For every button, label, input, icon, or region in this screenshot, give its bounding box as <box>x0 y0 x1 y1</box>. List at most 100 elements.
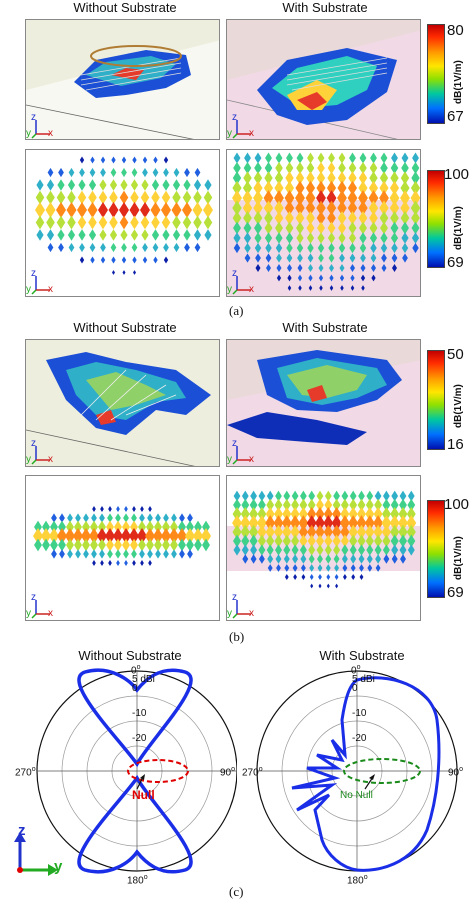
axis-x-label: x <box>249 454 254 465</box>
field-arrow <box>373 515 384 531</box>
field-arrow <box>359 152 367 164</box>
field-arrow <box>329 264 334 272</box>
field-arrow <box>275 544 282 556</box>
field-arrow <box>338 232 346 244</box>
field-arrow <box>109 229 118 241</box>
vector-field-b-with <box>227 490 420 589</box>
field-arrow <box>381 515 392 531</box>
field-arrow <box>381 253 387 263</box>
field-arrow <box>108 506 112 512</box>
field-arrow <box>203 215 213 230</box>
field-arrow <box>306 232 315 244</box>
field-arrow <box>232 190 242 206</box>
field-arrow <box>92 560 96 566</box>
field-arrow <box>316 180 326 196</box>
field-arrow <box>357 534 366 548</box>
title-a-without-substrate: Without Substrate <box>73 0 177 15</box>
field-arrow <box>323 506 333 522</box>
field-arrow <box>233 161 241 175</box>
pattern-curve-with-substrate <box>291 676 441 872</box>
field-arrow <box>326 583 330 589</box>
field-arrow <box>146 520 154 534</box>
field-arrow <box>100 167 106 178</box>
field-arrow <box>263 190 274 206</box>
field-arrow <box>309 564 315 572</box>
field-arrow <box>241 490 249 502</box>
field-arrow <box>151 215 160 230</box>
field-arrow <box>123 549 129 559</box>
field-arrow <box>389 200 400 216</box>
field-arrow <box>325 564 331 572</box>
field-arrow <box>359 232 367 244</box>
field-arrow <box>113 528 123 544</box>
field-arrow <box>347 180 358 196</box>
field-arrow <box>350 264 355 272</box>
colorbar-b-top-max: 50 <box>447 346 464 363</box>
field-arrow <box>254 152 262 164</box>
field-arrow <box>370 242 377 254</box>
field-arrow <box>328 242 335 254</box>
field-arrow <box>317 554 323 564</box>
field-arrow <box>163 256 169 264</box>
field-arrow <box>347 200 358 216</box>
field-arrow <box>265 242 272 254</box>
polar-label-right: 90 <box>448 767 460 779</box>
field-arrow <box>187 513 193 523</box>
field-arrow <box>337 190 347 206</box>
field-arrow <box>317 221 325 235</box>
no-null-ellipse <box>343 758 421 784</box>
field-arrow <box>243 232 252 244</box>
degree-mark: o <box>136 664 141 671</box>
field-arrow <box>91 549 97 559</box>
field-arrow <box>244 152 251 164</box>
axis-y-label: y <box>227 128 232 139</box>
field-arrow <box>390 498 399 512</box>
axis-y-label: y <box>227 454 232 465</box>
field-arrow <box>114 520 122 534</box>
field-arrow <box>342 573 347 581</box>
degree-mark: o <box>31 766 36 773</box>
axis-y-label: y <box>26 284 31 295</box>
field-arrow <box>202 538 210 552</box>
field-arrow <box>35 202 45 218</box>
field-arrow <box>411 221 420 235</box>
field-arrow <box>233 152 241 164</box>
field-arrow <box>74 538 82 552</box>
field-arrow <box>133 270 136 275</box>
field-arrow <box>315 524 325 540</box>
field-arrow <box>111 256 116 264</box>
field-arrow <box>274 190 284 206</box>
field-arrow <box>308 264 313 272</box>
field-arrow <box>400 171 410 185</box>
field-arrow <box>90 520 98 534</box>
axis-y-label: y <box>26 454 31 465</box>
field-arrow <box>155 513 161 523</box>
field-arrow <box>366 554 373 564</box>
field-arrow <box>162 229 170 241</box>
field-arrow <box>130 229 139 241</box>
field-arrow <box>300 490 307 502</box>
colorbar-a-bottom <box>427 170 445 268</box>
field-arrow <box>264 161 273 175</box>
field-arrow <box>115 513 121 523</box>
field-arrow <box>290 524 300 540</box>
field-arrow <box>360 264 366 272</box>
axes-indicator-icon <box>231 116 255 139</box>
colorbar-a-bottom-unit: dB(1V/m) <box>453 206 464 250</box>
field-arrow <box>390 506 400 522</box>
field-arrow <box>412 242 419 254</box>
field-arrow <box>359 161 367 175</box>
field-arrow <box>120 229 128 241</box>
field-arrow <box>265 506 275 522</box>
field-arrow <box>249 506 259 522</box>
field-arrow <box>350 564 356 572</box>
field-arrow <box>170 520 178 534</box>
axis-x-label: x <box>48 284 53 295</box>
field-arrow <box>263 200 274 216</box>
field-arrow <box>124 506 128 512</box>
polar-label-right: 90 <box>220 767 232 779</box>
field-arrow <box>299 544 307 556</box>
field-arrow <box>411 171 420 185</box>
field-arrow <box>233 490 241 502</box>
field-arrow <box>341 554 348 564</box>
